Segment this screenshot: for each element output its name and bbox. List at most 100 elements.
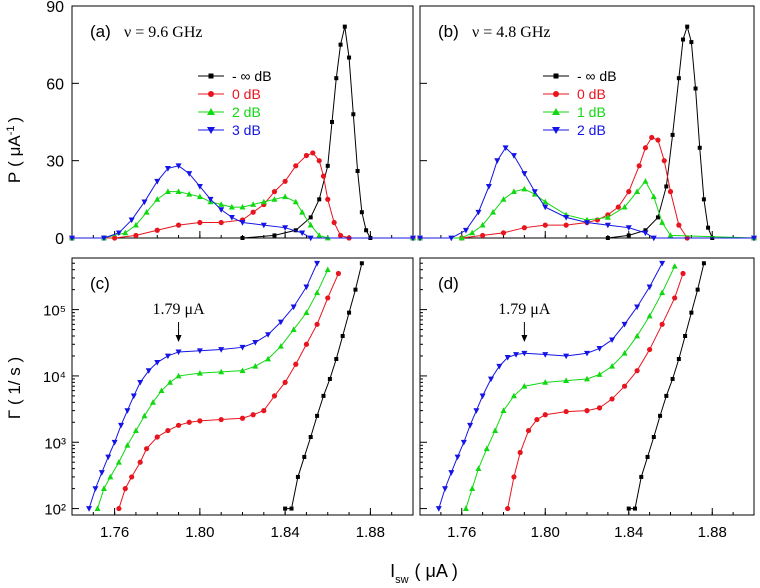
legend-label: 2 dB [232,104,261,120]
data-point [115,459,122,465]
data-point [154,178,161,185]
data-point [454,454,461,461]
data-point [609,396,615,402]
data-point [293,228,298,233]
series-line [507,273,684,509]
x-tick-label: 1.84 [614,524,643,541]
data-point [293,163,299,169]
data-point [252,363,259,369]
data-point [634,332,641,339]
data-point [680,270,686,277]
data-point [299,209,306,215]
data-point [655,215,660,220]
data-point [347,55,352,60]
legend-marker [552,108,560,115]
data-point [701,197,706,202]
data-point [504,355,511,361]
data-point [282,178,288,184]
x-tick-label: 1.88 [698,524,727,541]
data-point [129,474,135,480]
y-tick-label: 10⁴ [43,369,66,386]
data-point [513,352,520,358]
data-point [693,86,698,91]
data-point [124,408,131,414]
data-point [417,235,423,242]
data-point [500,230,507,236]
data-point [260,222,267,229]
legend-label: - ∞ dB [232,68,272,84]
series-line [465,266,676,509]
data-point [175,372,182,379]
series-line [420,147,754,239]
panel-a: 0 30 60 90 (a) ν = 9.6 GHz - ∞ dB 0 dB 2 dB 3 dB [46,0,416,248]
data-point [670,376,675,381]
data-point [186,419,192,425]
series-line [420,180,755,239]
top-y-axis-symbol: P [5,172,24,183]
data-point [542,352,549,358]
data-point [307,235,314,242]
data-point [604,214,611,220]
data-point [649,134,655,141]
data-point [265,332,272,338]
data-point [196,369,203,376]
y-tick-label: 30 [46,154,64,171]
data-point [98,470,105,476]
data-point [460,439,467,446]
x-tick-label: 1.80 [185,524,214,541]
annotation-label: 1.79 μA [152,301,205,318]
data-point [143,446,150,452]
data-point [289,506,294,511]
data-point [132,221,139,228]
data-point [510,188,517,194]
data-point [685,24,690,29]
data-point [676,222,682,228]
data-point [647,346,653,353]
data-point [277,343,284,349]
series-line [88,263,318,509]
data-point [510,153,517,159]
data-point [643,228,648,233]
data-point [596,346,603,352]
data-point [615,204,621,210]
data-point [252,340,259,346]
data-point [633,506,638,511]
data-point [116,505,122,512]
data-point [112,235,118,241]
data-point [314,321,320,327]
data-point [218,416,224,423]
data-point [324,266,331,273]
data-point [751,235,757,242]
data-point [282,379,288,385]
data-point [118,422,125,429]
panel-label: (c) [90,274,110,293]
data-point [659,321,665,327]
data-point [321,393,326,398]
data-point [626,506,631,511]
data-point [531,189,538,195]
data-point [359,261,364,266]
data-point [651,434,656,439]
data-point [218,347,225,353]
data-point [111,439,118,446]
data-point [132,427,139,433]
data-point [335,270,342,277]
data-point [355,168,360,173]
data-point [228,203,235,210]
data-point [353,287,358,292]
legend-label: 0 dB [232,86,261,102]
legend-marker [208,73,214,79]
data-point [661,158,667,164]
data-point [124,442,131,448]
data-point [563,408,569,415]
data-point [342,24,347,29]
data-point [521,171,528,177]
data-point [697,145,702,150]
annotation-arrowhead [175,335,182,342]
data-point [563,377,570,384]
data-point [483,445,490,452]
data-point [325,163,330,168]
panel-d: 1.76 1.80 1.84 1.88 (d) 1.79 μA [419,257,755,541]
data-point [689,40,694,45]
data-point [100,485,107,492]
